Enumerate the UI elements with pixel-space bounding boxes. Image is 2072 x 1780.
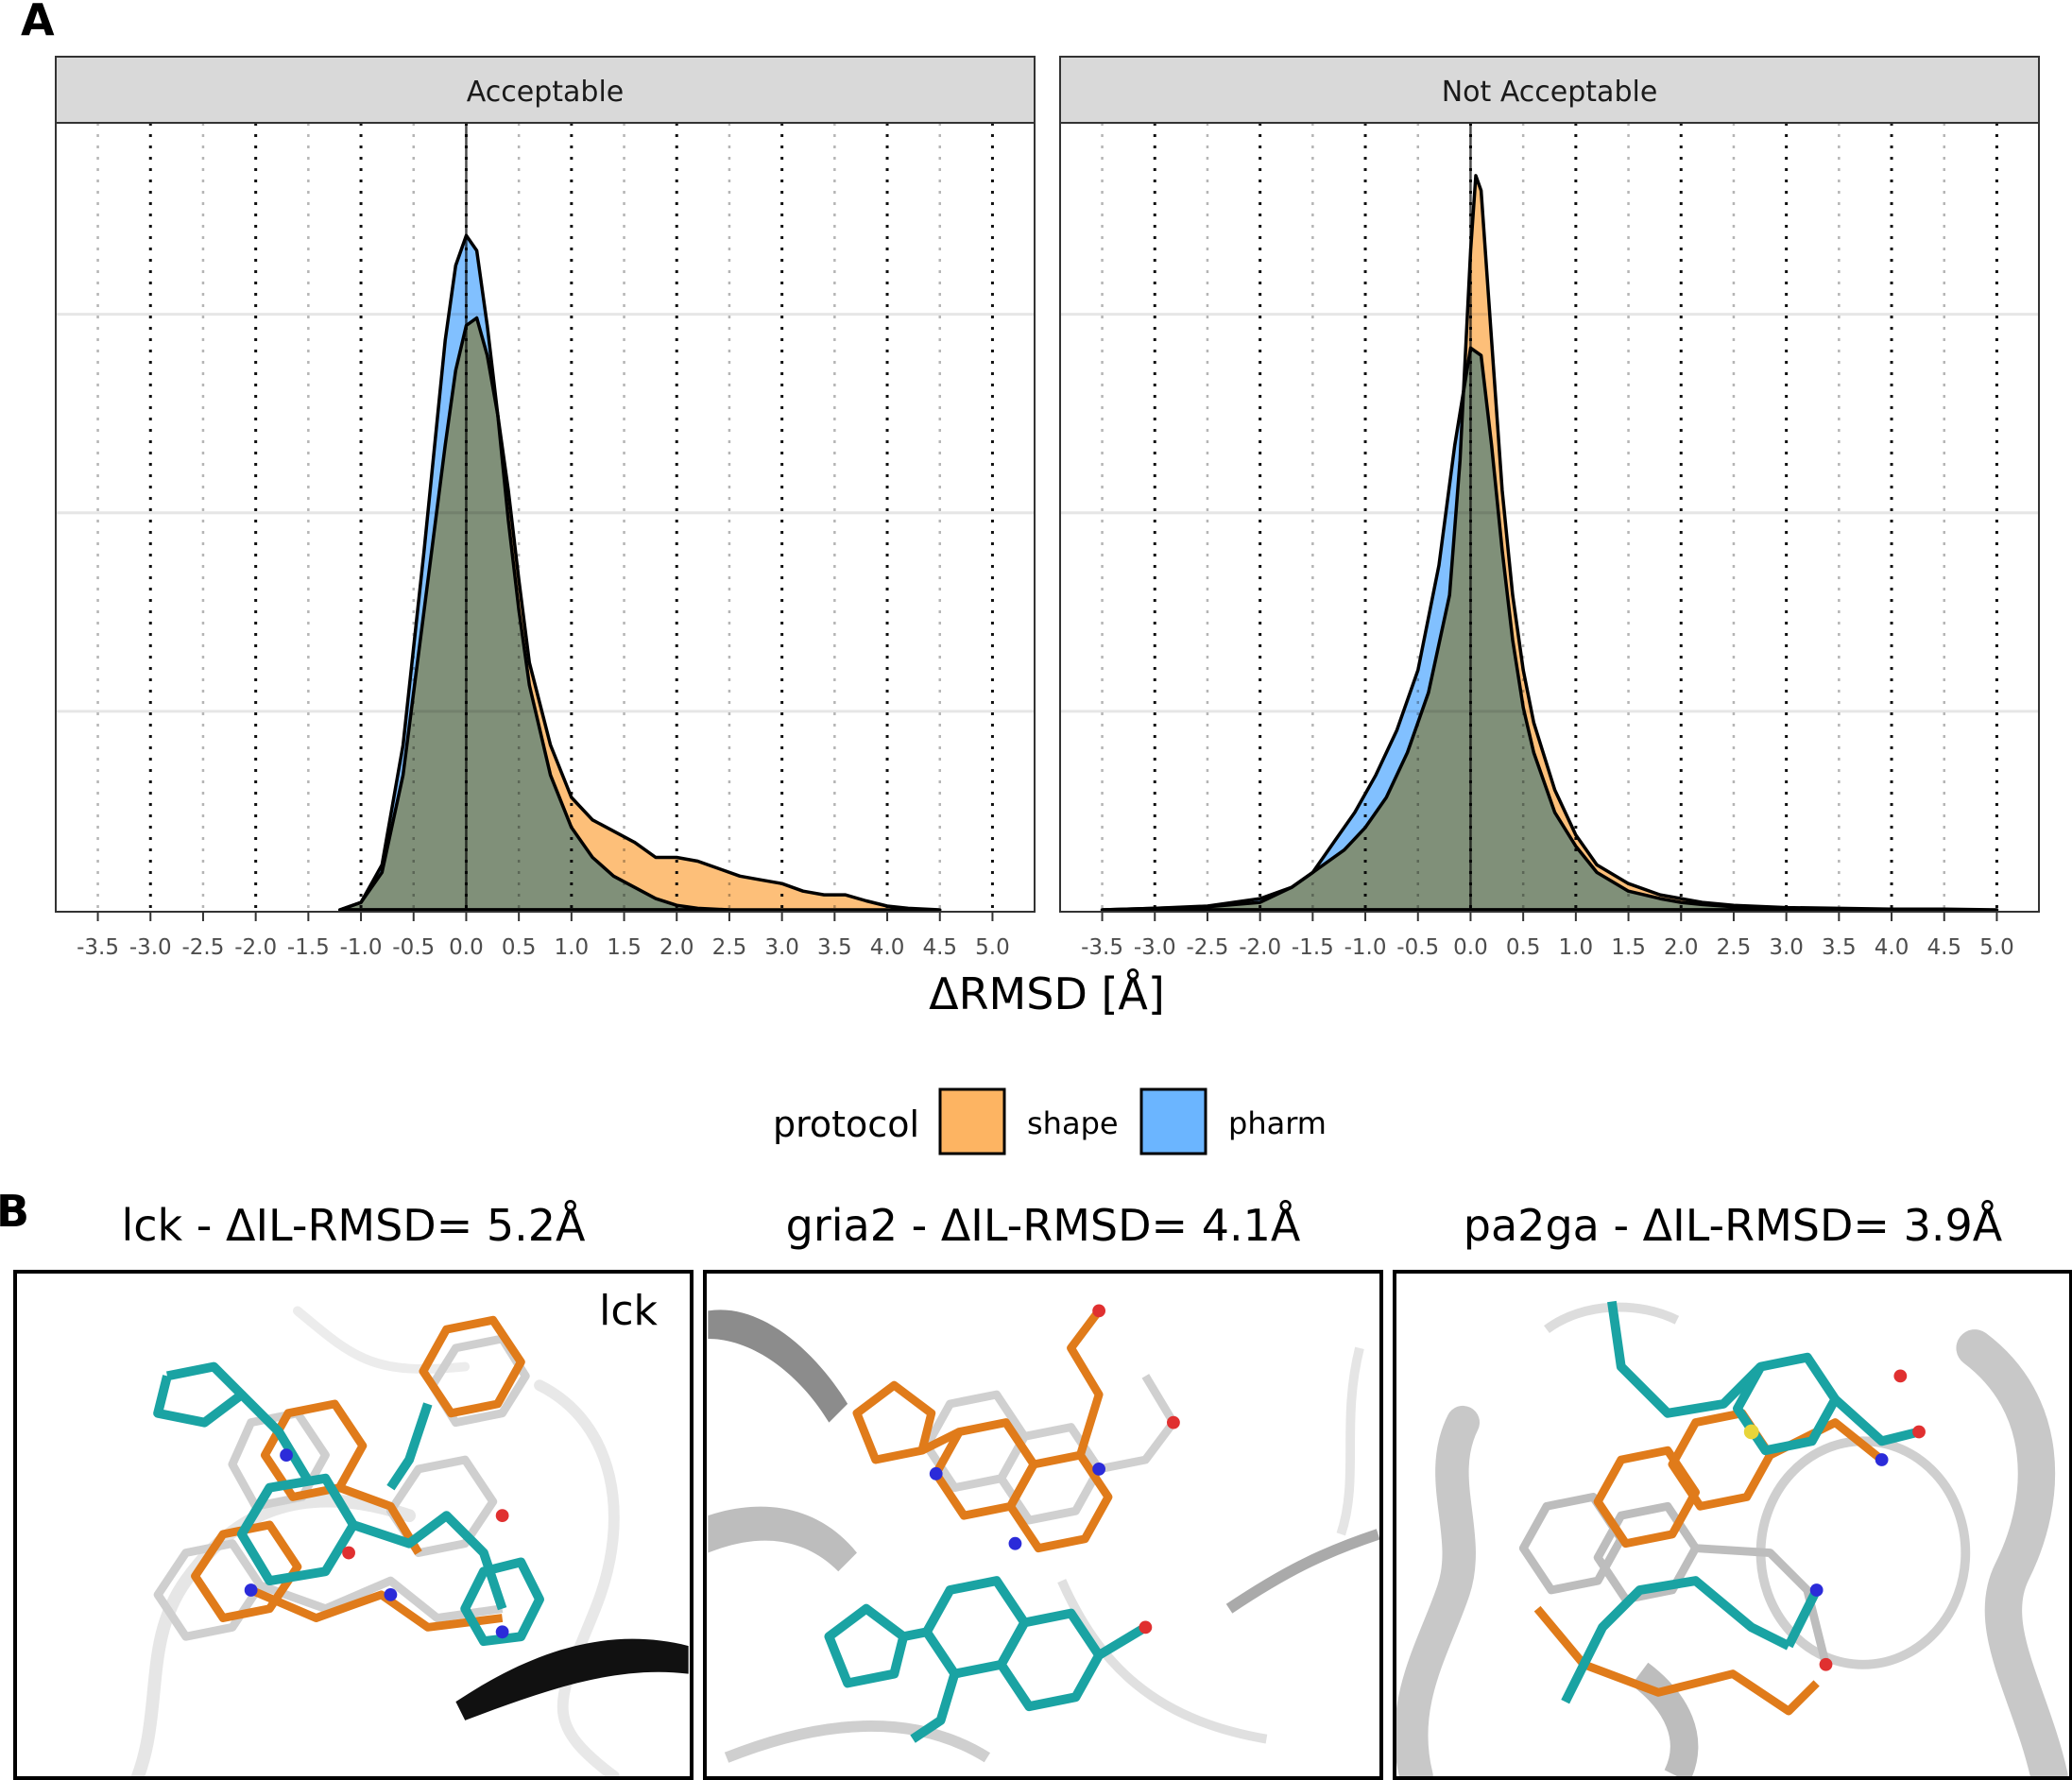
legend-label-shape: shape (1027, 1105, 1119, 1141)
x-tick-label: -3.5 (1081, 935, 1123, 960)
legend-key-shape (938, 1087, 1006, 1155)
facet-strip-not-acceptable (1059, 56, 2040, 124)
x-tick-label: 0.5 (502, 935, 537, 960)
structure-title-lck: lck - ΔIL-RMSD= 5.2Å (121, 1200, 586, 1251)
x-tick-label: -2.0 (1239, 935, 1281, 960)
x-tick-label: 2.5 (1717, 935, 1752, 960)
x-axis-title: ΔRMSD [Å] (929, 968, 1165, 1019)
legend-key-pharm (1139, 1087, 1207, 1155)
density-chart: Acceptable -3.5 -3.0 -2.5 -2.0 -1.5 -1.0 -0.5 0… (55, 56, 2040, 1155)
structure-image-pa2ga (1393, 1270, 2072, 1780)
panel-label-b: B (0, 1186, 30, 1237)
x-tick-label: -2.5 (1187, 935, 1229, 960)
facet-not-acceptable: Not Acceptable -3.5 -3.0 -2.5 -2.0 -1.5 -1.0-… (1059, 56, 2040, 960)
facet-title-not-acceptable: Not Acceptable (1442, 76, 1658, 109)
x-tick-label: 4.0 (1875, 935, 1909, 960)
structure-title-pa2ga: pa2ga - ΔIL-RMSD= 3.9Å (1463, 1200, 2003, 1251)
x-tick-label: 4.5 (1926, 935, 1961, 960)
molecule-render-lck (130, 1306, 689, 1776)
x-tick-label: -1.5 (1292, 935, 1334, 960)
structure-title-gria2: gria2 - ΔIL-RMSD= 4.1Å (785, 1200, 1301, 1251)
x-tick-label: 0.0 (449, 935, 484, 960)
facet-title-acceptable: Acceptable (467, 76, 624, 109)
structure-image-lck: lck (13, 1270, 694, 1780)
x-tick-label: -2.0 (234, 935, 277, 960)
x-tick-label: 1.5 (1611, 935, 1646, 960)
x-tick-label: 3.0 (764, 935, 799, 960)
x-tick-label: 0.5 (1506, 935, 1541, 960)
plot-border-not-acceptable (1059, 122, 2040, 913)
x-tick-label: 2.0 (1664, 935, 1699, 960)
x-tick-label: -1.0 (1344, 935, 1387, 960)
x-tick-label: -2.5 (182, 935, 225, 960)
legend-title: protocol (773, 1104, 919, 1145)
facet-acceptable: Acceptable -3.5 -3.0 -2.5 -2.0 -1.5 -1.0 -0.5 0… (55, 56, 1036, 960)
plot-border-acceptable (55, 122, 1036, 913)
x-tick-label: -1.5 (287, 935, 330, 960)
x-tick-label: 4.5 (922, 935, 957, 960)
molecule-render-pa2ga (1396, 1300, 2068, 1776)
x-tick-label: 5.0 (1979, 935, 2014, 960)
x-tick-label: 3.0 (1769, 935, 1804, 960)
x-tick-label: 0.0 (1453, 935, 1488, 960)
x-tick-label: 2.0 (659, 935, 694, 960)
x-tick-label: -3.0 (1134, 935, 1176, 960)
x-tick-label: -1.0 (340, 935, 383, 960)
x-tick-label: 1.0 (555, 935, 590, 960)
legend: protocol shape pharm (773, 1087, 1327, 1155)
molecule-render-gria2 (708, 1304, 1379, 1763)
x-tick-label: 1.0 (1559, 935, 1594, 960)
panel-label-a: A (21, 0, 55, 45)
corner-label-lck: lck (599, 1287, 658, 1335)
legend-label-pharm: pharm (1228, 1105, 1327, 1141)
x-tick-label: -0.5 (1396, 935, 1439, 960)
x-tick-label: -0.5 (392, 935, 435, 960)
x-tick-label: 3.5 (817, 935, 852, 960)
x-tick-label: 1.5 (607, 935, 642, 960)
structure-image-gria2 (703, 1270, 1383, 1780)
x-tick-label: 3.5 (1822, 935, 1857, 960)
x-tick-label: 5.0 (975, 935, 1010, 960)
x-tick-label: 2.5 (712, 935, 747, 960)
density-area-pharm (338, 233, 731, 912)
x-tick-label: -3.5 (77, 935, 119, 960)
x-tick-label: 4.0 (870, 935, 905, 960)
x-tick-label: -3.0 (129, 935, 172, 960)
